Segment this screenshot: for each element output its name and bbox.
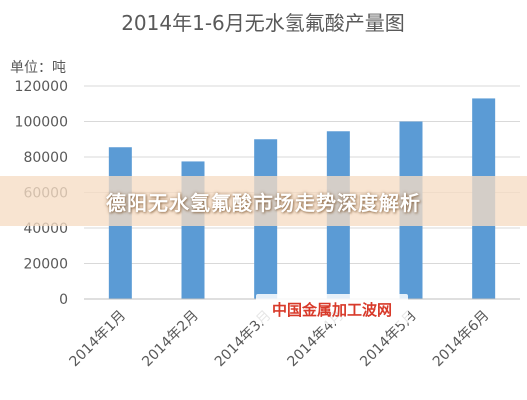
chart-title: 2014年1-6月无水氢氟酸产量图 [121,11,405,35]
grid-lines [84,85,520,264]
y-tick-label: 0 [59,292,68,308]
y-tick-label: 100000 [15,115,68,131]
x-tick-label: 2014年1月 [67,308,130,371]
x-tick-label: 2014年2月 [139,308,202,371]
watermark-logo: 中国金属加工波网 [256,294,408,324]
y-tick-label: 80000 [23,150,68,166]
x-tick-label: 2014年6月 [430,308,493,371]
unit-label: 单位：吨 [10,60,66,76]
y-tick-label: 20000 [23,257,68,273]
overlay-banner: 德阳无水氢氟酸市场走势深度解析 [0,176,527,226]
y-tick-label: 120000 [15,79,68,95]
